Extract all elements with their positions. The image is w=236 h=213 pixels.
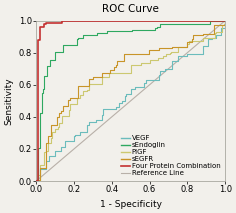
Legend: VEGF, sEndoglin, PlGF, sEGFR, Four Protein Combination, Reference Line: VEGF, sEndoglin, PlGF, sEGFR, Four Prote… bbox=[120, 134, 222, 178]
X-axis label: 1 - Specificity: 1 - Specificity bbox=[100, 200, 162, 209]
Title: ROC Curve: ROC Curve bbox=[102, 4, 159, 14]
Y-axis label: Sensitivity: Sensitivity bbox=[4, 77, 13, 125]
